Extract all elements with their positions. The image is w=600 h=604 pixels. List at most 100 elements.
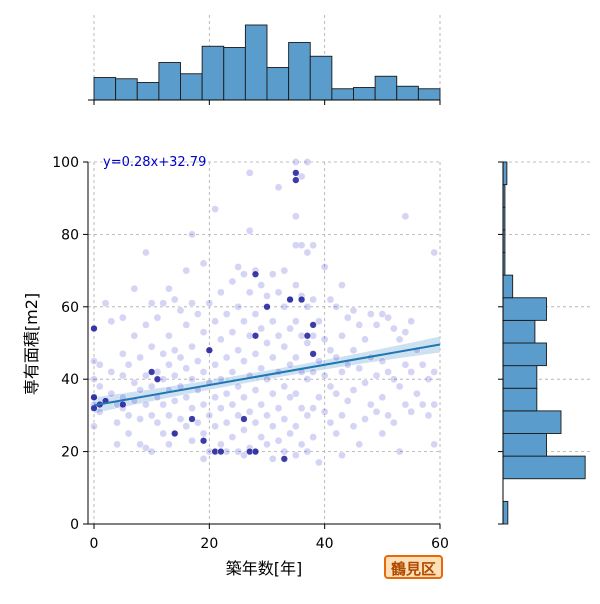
data-point xyxy=(274,288,283,297)
data-point xyxy=(257,324,266,333)
data-point xyxy=(332,302,341,311)
data-point xyxy=(315,458,323,467)
right-hist-bar xyxy=(502,319,536,344)
data-point xyxy=(309,404,317,413)
data-point xyxy=(90,357,98,365)
data-point xyxy=(95,360,104,369)
data-point xyxy=(291,281,300,289)
data-point xyxy=(263,375,271,384)
data-point xyxy=(268,454,277,463)
top-hist-bar xyxy=(266,67,290,101)
data-point xyxy=(263,411,271,420)
regression-equation-label: y=0.28x+32.79 xyxy=(103,155,206,170)
data-point xyxy=(147,342,156,351)
data-point xyxy=(291,158,300,166)
data-point xyxy=(355,364,364,373)
data-point xyxy=(291,451,300,460)
data-point xyxy=(384,368,392,376)
data-point xyxy=(390,418,398,427)
right-hist-bar xyxy=(502,274,514,299)
data-point xyxy=(107,317,116,326)
data-point xyxy=(378,393,387,402)
data-point xyxy=(188,375,196,384)
data-point xyxy=(240,393,248,402)
data-point xyxy=(280,266,289,275)
data-point xyxy=(274,183,283,192)
data-point xyxy=(274,436,283,445)
scatter-points xyxy=(90,158,439,467)
data-point-overlap xyxy=(263,303,271,311)
data-point xyxy=(320,371,329,380)
data-point xyxy=(343,313,352,322)
data-point-overlap xyxy=(90,324,98,333)
data-point xyxy=(257,364,266,373)
data-point xyxy=(251,418,260,427)
data-point xyxy=(315,393,323,402)
data-point xyxy=(159,350,168,358)
data-point xyxy=(228,368,237,376)
data-point xyxy=(170,346,179,355)
top-hist-bar xyxy=(136,82,160,101)
data-point xyxy=(280,382,289,391)
right-hist-bar xyxy=(502,365,538,389)
top-hist-bar xyxy=(158,62,181,101)
y-axis-title: 専有面積[m2] xyxy=(22,293,41,395)
data-point xyxy=(130,378,139,387)
data-point xyxy=(101,299,110,308)
data-point xyxy=(228,277,237,286)
right-hist-bar xyxy=(502,342,547,367)
data-point-overlap xyxy=(153,375,162,383)
main-axes: 0 20 40 60 0 20 40 60 80 100 xyxy=(52,155,449,552)
data-point xyxy=(205,299,214,308)
data-point xyxy=(309,241,317,250)
data-point xyxy=(170,371,179,380)
data-point xyxy=(188,230,196,239)
regression-line xyxy=(93,343,441,407)
data-point xyxy=(395,335,404,344)
data-point xyxy=(245,226,254,235)
data-point xyxy=(286,324,294,333)
data-point xyxy=(234,447,243,456)
data-point xyxy=(124,360,133,369)
data-point xyxy=(401,212,410,221)
data-point xyxy=(142,371,150,380)
y-tick-label: 80 xyxy=(61,227,79,243)
data-point xyxy=(309,433,317,441)
data-point xyxy=(291,241,300,250)
top-hist-bar xyxy=(374,75,398,101)
data-point xyxy=(165,284,173,293)
data-point xyxy=(326,295,335,304)
right-hist-bar xyxy=(502,410,562,434)
data-point xyxy=(413,389,421,398)
data-point xyxy=(349,422,358,431)
data-point xyxy=(280,447,289,456)
x-axis-title: 築年数[年] xyxy=(226,559,303,578)
data-point xyxy=(291,317,300,326)
data-point xyxy=(182,422,191,431)
data-point xyxy=(274,404,283,413)
data-point xyxy=(118,371,127,380)
data-point xyxy=(303,411,312,420)
right-hist-bar xyxy=(502,387,538,412)
data-point xyxy=(320,407,329,416)
data-point-overlap xyxy=(205,346,213,354)
data-point xyxy=(291,353,300,362)
data-point xyxy=(176,306,185,315)
data-point-overlap xyxy=(286,295,294,304)
data-point xyxy=(217,288,225,297)
data-point xyxy=(142,321,150,329)
data-point xyxy=(211,205,219,213)
data-point xyxy=(170,295,179,304)
data-point xyxy=(165,360,173,369)
data-point xyxy=(222,310,231,318)
data-point xyxy=(113,418,121,427)
data-point xyxy=(222,389,231,398)
data-point xyxy=(245,288,254,297)
top-hist-bar xyxy=(115,78,138,101)
data-point xyxy=(251,310,260,318)
data-point xyxy=(90,375,98,384)
y-tick-label: 20 xyxy=(61,445,79,461)
data-point xyxy=(268,353,277,362)
data-point xyxy=(228,433,237,441)
data-point-overlap xyxy=(251,332,260,340)
